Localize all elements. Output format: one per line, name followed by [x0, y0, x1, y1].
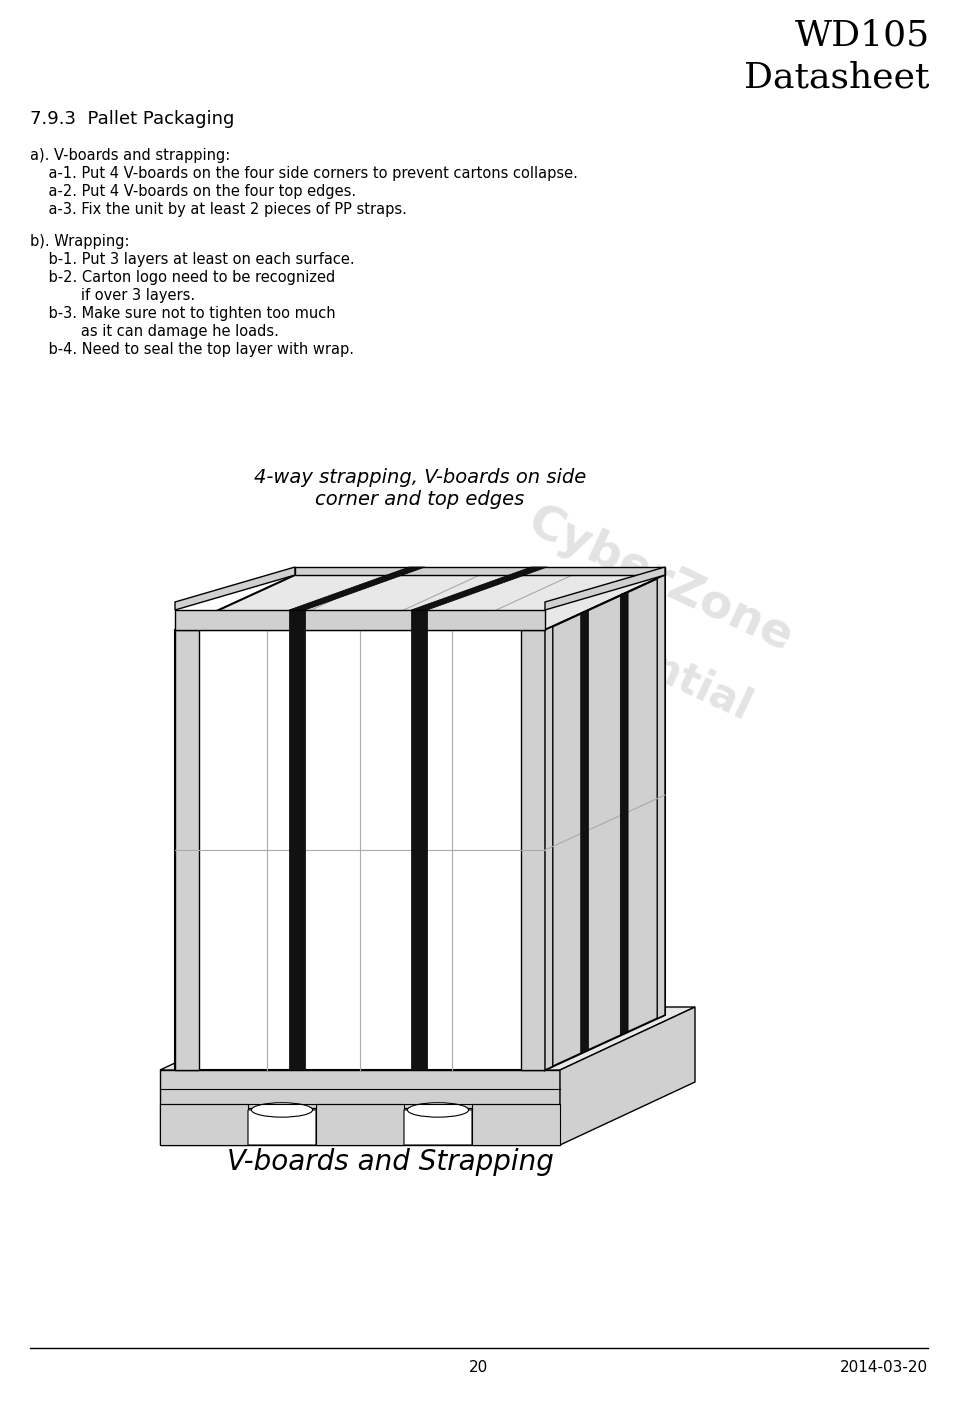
Polygon shape [289, 609, 305, 1070]
Text: 2014-03-20: 2014-03-20 [840, 1360, 928, 1375]
Text: 7.9.3  Pallet Packaging: 7.9.3 Pallet Packaging [30, 110, 235, 128]
Text: b-1. Put 3 layers at least on each surface.: b-1. Put 3 layers at least on each surfa… [30, 251, 354, 267]
Text: as it can damage he loads.: as it can damage he loads. [30, 324, 279, 338]
Text: CyberZone: CyberZone [520, 498, 800, 661]
Text: Datasheet: Datasheet [744, 60, 930, 94]
Ellipse shape [251, 1102, 312, 1118]
FancyBboxPatch shape [404, 1111, 472, 1146]
Text: Confidential: Confidential [482, 570, 758, 729]
Ellipse shape [407, 1102, 468, 1118]
Text: 20: 20 [469, 1360, 489, 1375]
Text: b-3. Make sure not to tighten too much: b-3. Make sure not to tighten too much [30, 306, 335, 322]
Polygon shape [175, 576, 665, 630]
Bar [316, 1104, 404, 1146]
Polygon shape [545, 567, 665, 609]
Polygon shape [289, 567, 425, 609]
Text: a-2. Put 4 V-boards on the four top edges.: a-2. Put 4 V-boards on the four top edge… [30, 184, 356, 199]
FancyBboxPatch shape [248, 1111, 316, 1146]
Polygon shape [175, 630, 545, 1070]
Text: b-2. Carton logo need to be recognized: b-2. Carton logo need to be recognized [30, 270, 335, 285]
Text: a). V-boards and strapping:: a). V-boards and strapping: [30, 147, 230, 163]
Polygon shape [295, 567, 665, 576]
Text: b-4. Need to seal the top layer with wrap.: b-4. Need to seal the top layer with wra… [30, 343, 354, 357]
Text: V-boards and Strapping: V-boards and Strapping [226, 1148, 554, 1177]
Polygon shape [621, 592, 628, 1036]
Polygon shape [657, 576, 665, 1018]
Polygon shape [175, 609, 545, 630]
Text: WD105: WD105 [795, 18, 930, 52]
Text: if over 3 layers.: if over 3 layers. [30, 288, 195, 303]
Polygon shape [175, 567, 295, 609]
Polygon shape [160, 1070, 560, 1146]
Polygon shape [545, 626, 553, 1070]
Bar [472, 1104, 560, 1146]
Polygon shape [560, 1007, 695, 1146]
Polygon shape [521, 630, 545, 1070]
Text: b). Wrapping:: b). Wrapping: [30, 234, 129, 249]
Text: 4-way strapping, V-boards on side
corner and top edges: 4-way strapping, V-boards on side corner… [254, 468, 586, 510]
Bar [160, 1104, 248, 1146]
Text: a-3. Fix the unit by at least 2 pieces of PP straps.: a-3. Fix the unit by at least 2 pieces o… [30, 202, 407, 218]
Polygon shape [581, 611, 588, 1053]
Polygon shape [622, 592, 627, 1033]
Polygon shape [411, 567, 547, 609]
Text: a-1. Put 4 V-boards on the four side corners to prevent cartons collapse.: a-1. Put 4 V-boards on the four side cor… [30, 166, 578, 181]
Polygon shape [545, 576, 665, 1070]
Polygon shape [175, 630, 199, 1070]
Polygon shape [160, 1007, 695, 1070]
Polygon shape [411, 609, 427, 1070]
